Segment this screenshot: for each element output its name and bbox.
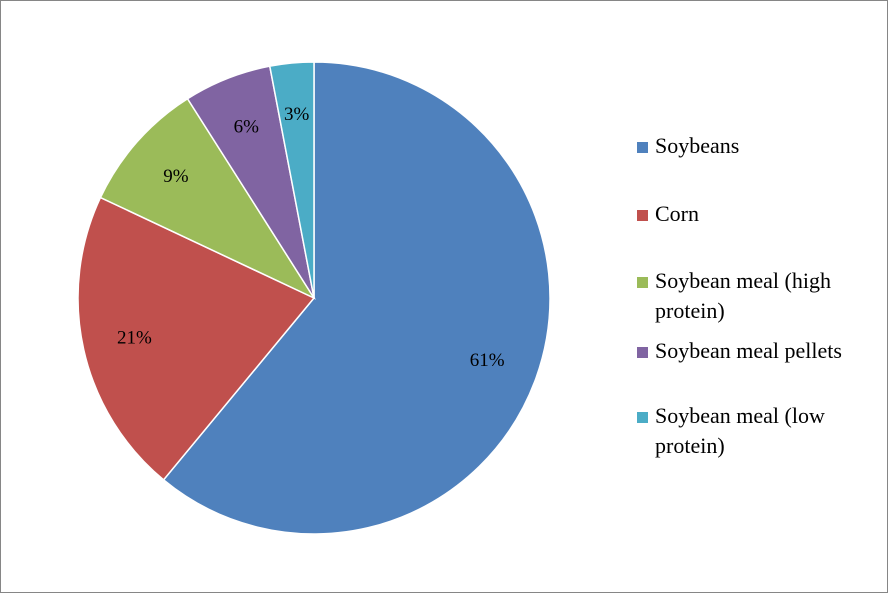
legend-swatch-soybeans (637, 142, 648, 153)
legend-label: Soybean meal (low protein) (655, 403, 825, 458)
legend-swatch-soybean-meal-low-protein (637, 412, 648, 423)
pie-data-labels: 61% 21% 9% 6% 3% (117, 104, 505, 371)
pie-slice-soybeans (162, 61, 551, 535)
legend-swatch-corn (637, 210, 648, 221)
legend-label: Soybeans (655, 133, 740, 158)
legend-label: Corn (655, 201, 699, 226)
legend-swatch-soybean-meal-high-protein (637, 277, 648, 288)
legend-item-soybean-meal-high-protein: Soybean meal (high protein) (637, 266, 882, 326)
data-label: 9% (163, 166, 189, 187)
legend-item-corn: Corn (637, 199, 882, 229)
data-label: 61% (470, 350, 505, 371)
legend-item-soybeans: Soybeans (637, 131, 882, 161)
pie-slice-soybean-meal-low-protein (268, 61, 315, 299)
pie-slice-corn (77, 196, 316, 481)
data-label: 3% (284, 104, 310, 125)
legend-label: Soybean meal pellets (655, 338, 842, 363)
legend-item-soybean-meal-low-protein: Soybean meal (low protein) (637, 401, 882, 461)
data-label: 21% (117, 328, 152, 349)
data-label: 6% (234, 116, 260, 137)
legend-label: Soybean meal (high protein) (655, 268, 831, 323)
pie-slices (77, 61, 551, 535)
pie-slice-soybean-meal-high-protein (99, 97, 317, 300)
legend-item-soybean-meal-pellets: Soybean meal pellets (637, 336, 882, 366)
legend-swatch-soybean-meal-pellets (637, 347, 648, 358)
